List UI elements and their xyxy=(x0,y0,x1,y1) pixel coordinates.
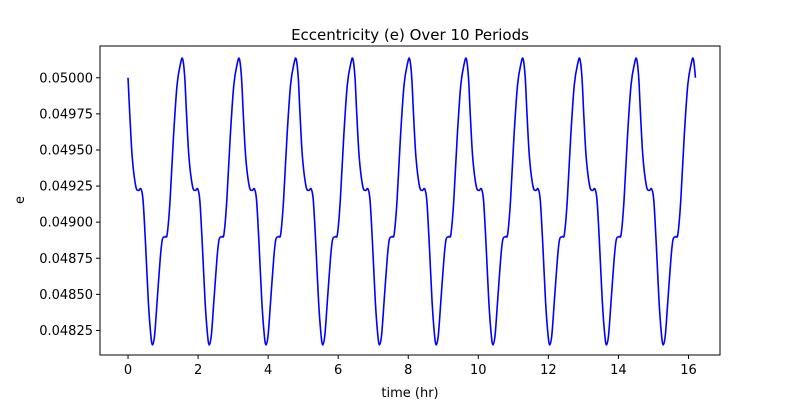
y-tick-label: 0.04950 xyxy=(39,143,93,158)
x-tick-label: 14 xyxy=(610,363,627,378)
x-tick-label: 10 xyxy=(470,363,487,378)
eccentricity-series-line xyxy=(127,57,697,346)
y-tick-label: 0.04850 xyxy=(39,288,93,303)
x-tick-label: 8 xyxy=(404,363,412,378)
x-tick-label: 12 xyxy=(540,363,557,378)
axes-frame xyxy=(99,45,721,356)
x-axis: 0 2 4 6 8 10 12 14 16 xyxy=(124,355,697,378)
x-tick-label: 4 xyxy=(264,363,272,378)
chart-title: Eccentricity (e) Over 10 Periods xyxy=(291,26,529,44)
y-tick-label: 0.04975 xyxy=(39,107,93,122)
plot-area xyxy=(127,57,697,346)
x-tick-label: 6 xyxy=(334,363,342,378)
y-tick-label: 0.04875 xyxy=(39,252,93,267)
y-axis: 0.04825 0.04850 0.04875 0.04900 0.04925 0.049… xyxy=(39,71,100,339)
y-axis-label: e xyxy=(13,196,28,204)
y-tick-label: 0.04825 xyxy=(39,324,93,339)
y-tick-label: 0.05000 xyxy=(39,71,93,86)
x-tick-label: 0 xyxy=(124,363,132,378)
y-tick-label: 0.04900 xyxy=(39,216,93,231)
x-axis-label: time (hr) xyxy=(381,386,438,400)
y-tick-label: 0.04925 xyxy=(39,180,93,195)
x-tick-label: 2 xyxy=(194,363,202,378)
x-tick-label: 16 xyxy=(680,363,697,378)
